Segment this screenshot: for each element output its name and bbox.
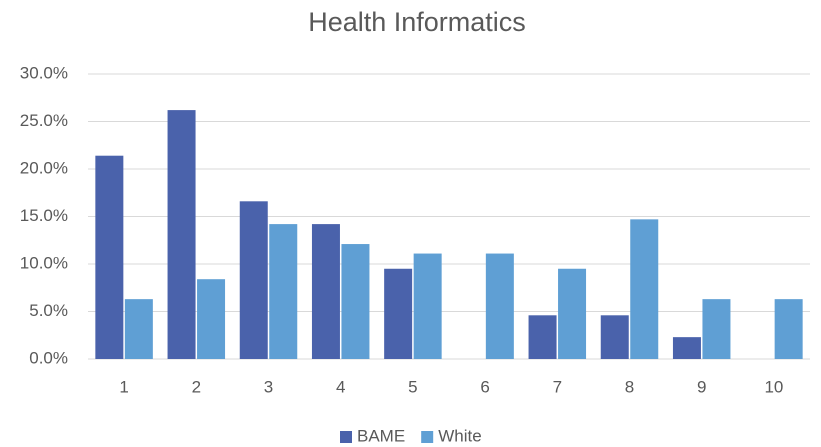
x-tick-label: 7 bbox=[553, 377, 562, 396]
bar bbox=[124, 299, 153, 359]
bar bbox=[630, 219, 659, 359]
bar bbox=[600, 315, 629, 359]
bar bbox=[485, 253, 514, 359]
x-tick-label: 3 bbox=[264, 377, 273, 396]
chart-title: Health Informatics bbox=[308, 7, 526, 37]
y-tick-label: 15.0% bbox=[20, 206, 68, 225]
y-tick-label: 30.0% bbox=[20, 63, 68, 82]
bar bbox=[702, 299, 731, 359]
bar bbox=[239, 201, 268, 359]
x-tick-label: 8 bbox=[625, 377, 634, 396]
y-tick-label: 10.0% bbox=[20, 253, 68, 272]
x-tick-label: 10 bbox=[764, 377, 783, 396]
x-tick-label: 1 bbox=[119, 377, 128, 396]
y-tick-label: 25.0% bbox=[20, 111, 68, 130]
legend-label: White bbox=[438, 426, 481, 445]
bar bbox=[341, 244, 370, 359]
x-tick-label: 6 bbox=[480, 377, 489, 396]
y-tick-label: 20.0% bbox=[20, 158, 68, 177]
x-tick-label: 4 bbox=[336, 377, 345, 396]
bar bbox=[269, 224, 298, 359]
x-tick-label: 5 bbox=[408, 377, 417, 396]
bar bbox=[384, 268, 413, 359]
x-tick-label: 9 bbox=[697, 377, 706, 396]
legend-label: BAME bbox=[357, 426, 405, 445]
bar bbox=[413, 253, 442, 359]
bar bbox=[167, 110, 196, 359]
bar bbox=[672, 337, 701, 359]
bar bbox=[311, 224, 340, 359]
bar bbox=[558, 268, 587, 359]
legend-swatch bbox=[340, 431, 352, 443]
bar bbox=[774, 299, 803, 359]
y-tick-label: 5.0% bbox=[29, 301, 68, 320]
bar bbox=[197, 279, 226, 359]
bar bbox=[528, 315, 557, 359]
y-tick-label: 0.0% bbox=[29, 348, 68, 367]
x-tick-label: 2 bbox=[192, 377, 201, 396]
legend-swatch bbox=[421, 431, 434, 443]
bar bbox=[95, 155, 124, 359]
